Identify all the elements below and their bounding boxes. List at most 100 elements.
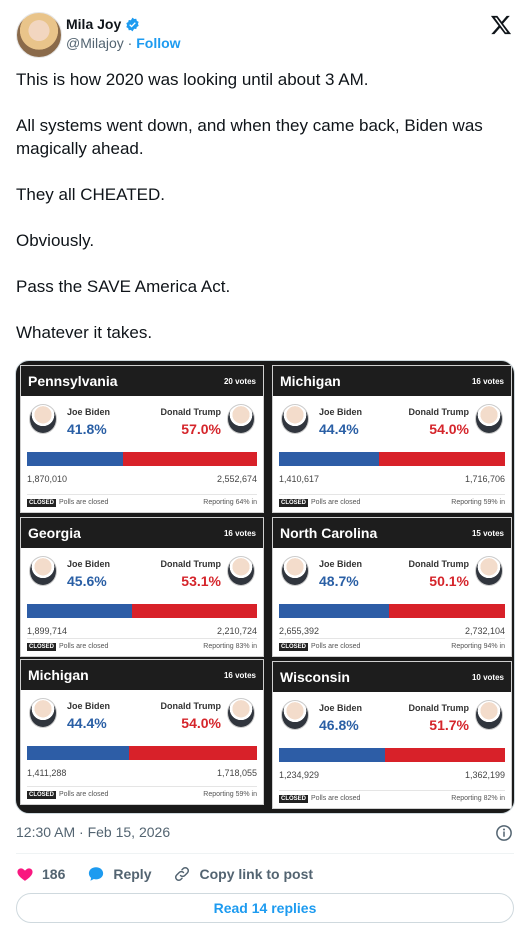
candidate-row: Joe Biden 41.8% Donald Trump 57.0% (27, 402, 257, 442)
result-card-header: Pennsylvania 20 votes (21, 366, 263, 396)
result-card-body: Joe Biden 44.4% Donald Trump 54.0% 1,411,288… (21, 690, 263, 804)
vote-count: 1,718,055 (216, 768, 257, 778)
author-name-row[interactable]: Mila Joy (66, 16, 140, 32)
closed-badge: CLOSED (27, 643, 57, 651)
poll-status-text: Polls are closed (311, 499, 361, 506)
closed-badge: CLOSED (279, 499, 309, 507)
trump-share-fill (123, 452, 257, 466)
candidate-name: Joe Biden (67, 407, 111, 417)
vote-count: 1,899,714 (27, 626, 68, 636)
result-card-body: Joe Biden 48.7% Donald Trump 50.1% 2,655,392… (273, 548, 511, 656)
candidate-photo (475, 404, 503, 434)
poll-status-text: Polls are closed (311, 643, 361, 650)
electoral-votes: 20 votes (223, 376, 256, 386)
result-card-header: Michigan 16 votes (21, 660, 263, 690)
candidate-row: Joe Biden 48.7% Donald Trump 50.1% (279, 554, 505, 594)
vote-counts: 1,411,288 1,718,055 (27, 768, 257, 780)
candidate-percent: 48.7% (319, 573, 359, 589)
electoral-votes: 16 votes (471, 376, 504, 386)
reporting-status: Reporting 64% in (203, 499, 257, 506)
vote-count: 2,210,724 (216, 626, 257, 636)
candidate-name: Joe Biden (67, 559, 111, 569)
copy-link-button[interactable]: Copy link to post (173, 865, 313, 883)
result-card-header: Michigan 16 votes (273, 366, 511, 396)
tweet-paragraph: Whatever it takes. (16, 323, 153, 342)
result-card-footer: CLOSED Polls are closed Reporting 64% in (27, 494, 257, 508)
author-name[interactable]: Mila Joy (66, 16, 122, 32)
biden-share-fill (27, 604, 132, 618)
tweet-image[interactable]: Pennsylvania 20 votes Joe Biden 41.8% Donald… (15, 360, 515, 814)
vote-share-bar (279, 452, 505, 466)
poll-status-text: Polls are closed (59, 791, 109, 798)
vote-count: 1,362,199 (464, 770, 505, 780)
poll-status: CLOSED Polls are closed (27, 499, 109, 507)
reply-icon (89, 867, 104, 881)
vote-share-bar (279, 604, 505, 618)
biden-share-fill (27, 452, 124, 466)
like-button[interactable]: 186 (16, 865, 65, 883)
result-card: North Carolina 15 votes Joe Biden 48.7% Dona… (272, 517, 512, 657)
read-replies-button[interactable]: Read 14 replies (16, 893, 514, 923)
tweet-text: This is how 2020 was looking until about… (16, 68, 514, 367)
vote-share-bar (279, 748, 505, 762)
poll-status-text: Polls are closed (59, 499, 109, 506)
closed-badge: CLOSED (279, 643, 309, 651)
heart-icon (17, 868, 33, 881)
trump-share-fill (129, 746, 257, 760)
candidate-percent: 45.6% (67, 573, 107, 589)
poll-status: CLOSED Polls are closed (27, 643, 109, 651)
tweet-paragraph: This is how 2020 was looking until about… (16, 70, 369, 89)
result-card: Michigan 16 votes Joe Biden 44.4% Donald Tru… (272, 365, 512, 513)
biden-share-fill (27, 746, 130, 760)
vote-count: 2,732,104 (464, 626, 505, 636)
reporting-status: Reporting 59% in (203, 791, 257, 798)
reply-button[interactable]: Reply (87, 865, 151, 883)
poll-status-text: Polls are closed (59, 643, 109, 650)
candidate-photo (281, 556, 309, 586)
tweet-paragraph: Pass the SAVE America Act. (16, 277, 231, 296)
info-icon[interactable] (495, 824, 513, 842)
reporting-status: Reporting 59% in (451, 499, 505, 506)
poll-status: CLOSED Polls are closed (27, 791, 109, 799)
result-card-body: Joe Biden 41.8% Donald Trump 57.0% 1,870,010… (21, 396, 263, 512)
candidate-photo (29, 698, 57, 728)
vote-count: 1,716,706 (464, 474, 505, 484)
candidate-percent: 54.0% (181, 715, 221, 731)
state-name: Michigan (28, 667, 89, 683)
trump-share-fill (379, 452, 505, 466)
candidate-percent: 46.8% (319, 717, 359, 733)
tweet-timestamp[interactable]: 12:30 AM · Feb 15, 2026 (16, 824, 171, 840)
vote-count: 1,234,929 (279, 770, 320, 780)
candidate-percent: 51.7% (429, 717, 469, 733)
reporting-status: Reporting 82% in (451, 795, 505, 802)
electoral-votes: 16 votes (223, 528, 256, 538)
candidate-name: Joe Biden (319, 703, 363, 713)
avatar[interactable] (16, 12, 62, 58)
candidate-photo (281, 404, 309, 434)
result-card-footer: CLOSED Polls are closed Reporting 94% in (279, 638, 505, 652)
poll-status: CLOSED Polls are closed (279, 499, 361, 507)
vote-counts: 1,410,617 1,716,706 (279, 474, 505, 486)
candidate-name: Donald Trump (408, 407, 470, 417)
candidate-photo (475, 700, 503, 730)
candidate-name: Joe Biden (67, 701, 111, 711)
trump-share-fill (131, 604, 257, 618)
poll-status: CLOSED Polls are closed (279, 643, 361, 651)
result-card-footer: CLOSED Polls are closed Reporting 83% in (27, 638, 257, 652)
biden-share-fill (279, 452, 380, 466)
candidate-name: Donald Trump (408, 559, 470, 569)
state-name: Wisconsin (280, 669, 350, 685)
candidate-percent: 57.0% (181, 421, 221, 437)
candidate-name: Donald Trump (160, 559, 222, 569)
author-handle[interactable]: @Milajoy (66, 35, 124, 51)
x-logo-icon[interactable] (490, 14, 512, 36)
verified-badge-icon (126, 17, 139, 31)
candidate-photo (227, 698, 255, 728)
result-card-body: Joe Biden 46.8% Donald Trump 51.7% 1,234,929… (273, 692, 511, 808)
candidate-percent: 54.0% (429, 421, 469, 437)
biden-share-fill (279, 604, 390, 618)
follow-link[interactable]: Follow (136, 35, 181, 51)
result-card-footer: CLOSED Polls are closed Reporting 82% in (279, 790, 505, 804)
tweet-paragraph: They all CHEATED. (16, 185, 165, 204)
result-card: Michigan 16 votes Joe Biden 44.4% Donald Tru… (20, 659, 264, 805)
